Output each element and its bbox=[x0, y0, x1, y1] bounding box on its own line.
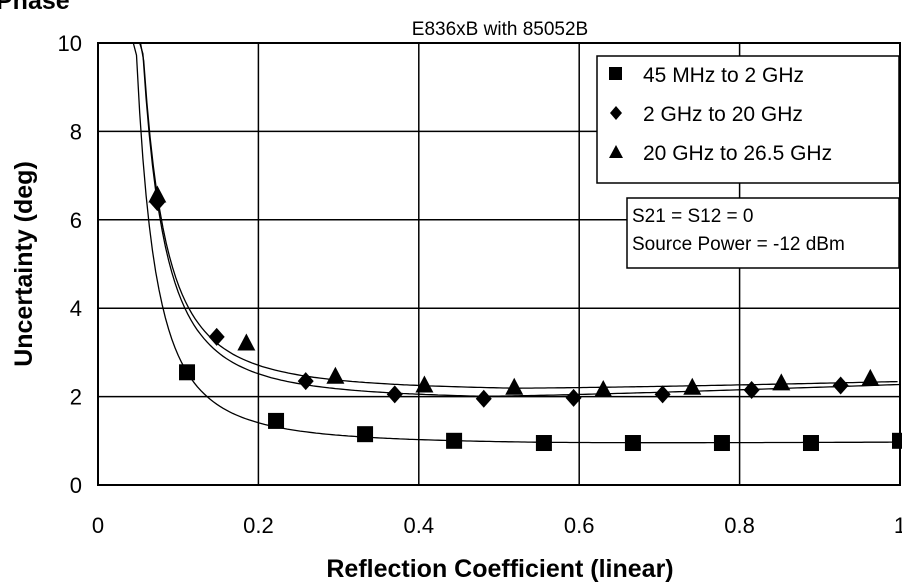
y-tick-label: 4 bbox=[70, 296, 82, 321]
fit-curve-1 bbox=[114, 42, 900, 444]
x-axis-label: Reflection Coefficient (linear) bbox=[326, 555, 673, 583]
x-tick-label: 0.6 bbox=[564, 513, 595, 538]
x-tick-label: 0.2 bbox=[243, 513, 274, 538]
conditions-line-2: Source Power = -12 dBm bbox=[632, 234, 845, 255]
heading-fragment: Phase bbox=[0, 0, 70, 15]
x-tick-label: 0 bbox=[92, 513, 104, 538]
chart-title: E836xB with 85052B bbox=[412, 19, 588, 40]
y-axis-label: Uncertainty (deg) bbox=[10, 161, 38, 367]
data-point-diamond bbox=[297, 372, 314, 391]
data-point-diamond bbox=[743, 380, 760, 399]
data-point-triangle bbox=[683, 377, 702, 395]
data-point-square bbox=[802, 435, 819, 452]
data-point-triangle bbox=[148, 185, 167, 203]
legend: 45 MHz to 2 GHz 2 GHz to 20 GHz 20 GHz t… bbox=[596, 55, 900, 184]
data-point-square bbox=[713, 435, 730, 452]
legend-box bbox=[596, 55, 900, 184]
legend-square-icon bbox=[609, 67, 622, 80]
data-point-triangle bbox=[326, 366, 345, 384]
data-point-square bbox=[357, 426, 374, 443]
x-tick-label: 0.4 bbox=[404, 513, 435, 538]
data-point-diamond bbox=[208, 327, 225, 346]
legend-label-1: 45 MHz to 2 GHz bbox=[643, 64, 804, 87]
data-point-diamond bbox=[475, 389, 492, 408]
legend-diamond-icon bbox=[610, 106, 622, 120]
y-tick-labels: 0 2 4 6 8 10 bbox=[58, 31, 82, 498]
data-point-square bbox=[624, 435, 641, 452]
legend-triangle-icon bbox=[609, 145, 623, 158]
data-point-diamond bbox=[565, 388, 582, 407]
x-tick-label: 1 bbox=[894, 513, 902, 538]
conditions-line-1: S21 = S12 = 0 bbox=[632, 206, 754, 227]
data-point-square bbox=[179, 364, 196, 381]
legend-label-2: 2 GHz to 20 GHz bbox=[643, 103, 803, 126]
data-point-diamond bbox=[386, 385, 403, 404]
data-markers bbox=[148, 185, 902, 452]
y-tick-label: 8 bbox=[70, 119, 82, 144]
data-point-square bbox=[892, 432, 902, 449]
data-point-square bbox=[268, 412, 285, 429]
legend-label-3: 20 GHz to 26.5 GHz bbox=[643, 142, 832, 165]
plot-area bbox=[97, 42, 901, 486]
y-tick-label: 2 bbox=[70, 385, 82, 410]
x-tick-labels: 0 0.2 0.4 0.6 0.8 1 bbox=[92, 513, 902, 538]
conditions-note: S21 = S12 = 0 Source Power = -12 dBm bbox=[626, 197, 900, 269]
data-point-triangle bbox=[594, 379, 613, 397]
data-point-triangle bbox=[861, 368, 880, 386]
fit-curve-2 bbox=[130, 42, 901, 397]
conditions-box bbox=[626, 197, 900, 269]
data-point-square bbox=[446, 432, 463, 449]
y-tick-label: 10 bbox=[58, 31, 82, 56]
y-tick-label: 6 bbox=[70, 208, 82, 233]
x-tick-label: 0.8 bbox=[724, 513, 755, 538]
data-point-triangle bbox=[415, 375, 434, 393]
y-tick-label: 0 bbox=[70, 473, 82, 498]
data-point-triangle bbox=[237, 333, 256, 351]
data-point-diamond bbox=[832, 376, 849, 395]
data-point-square bbox=[535, 435, 552, 452]
data-point-triangle bbox=[772, 373, 791, 391]
data-point-diamond bbox=[654, 385, 671, 404]
data-point-triangle bbox=[505, 377, 524, 395]
